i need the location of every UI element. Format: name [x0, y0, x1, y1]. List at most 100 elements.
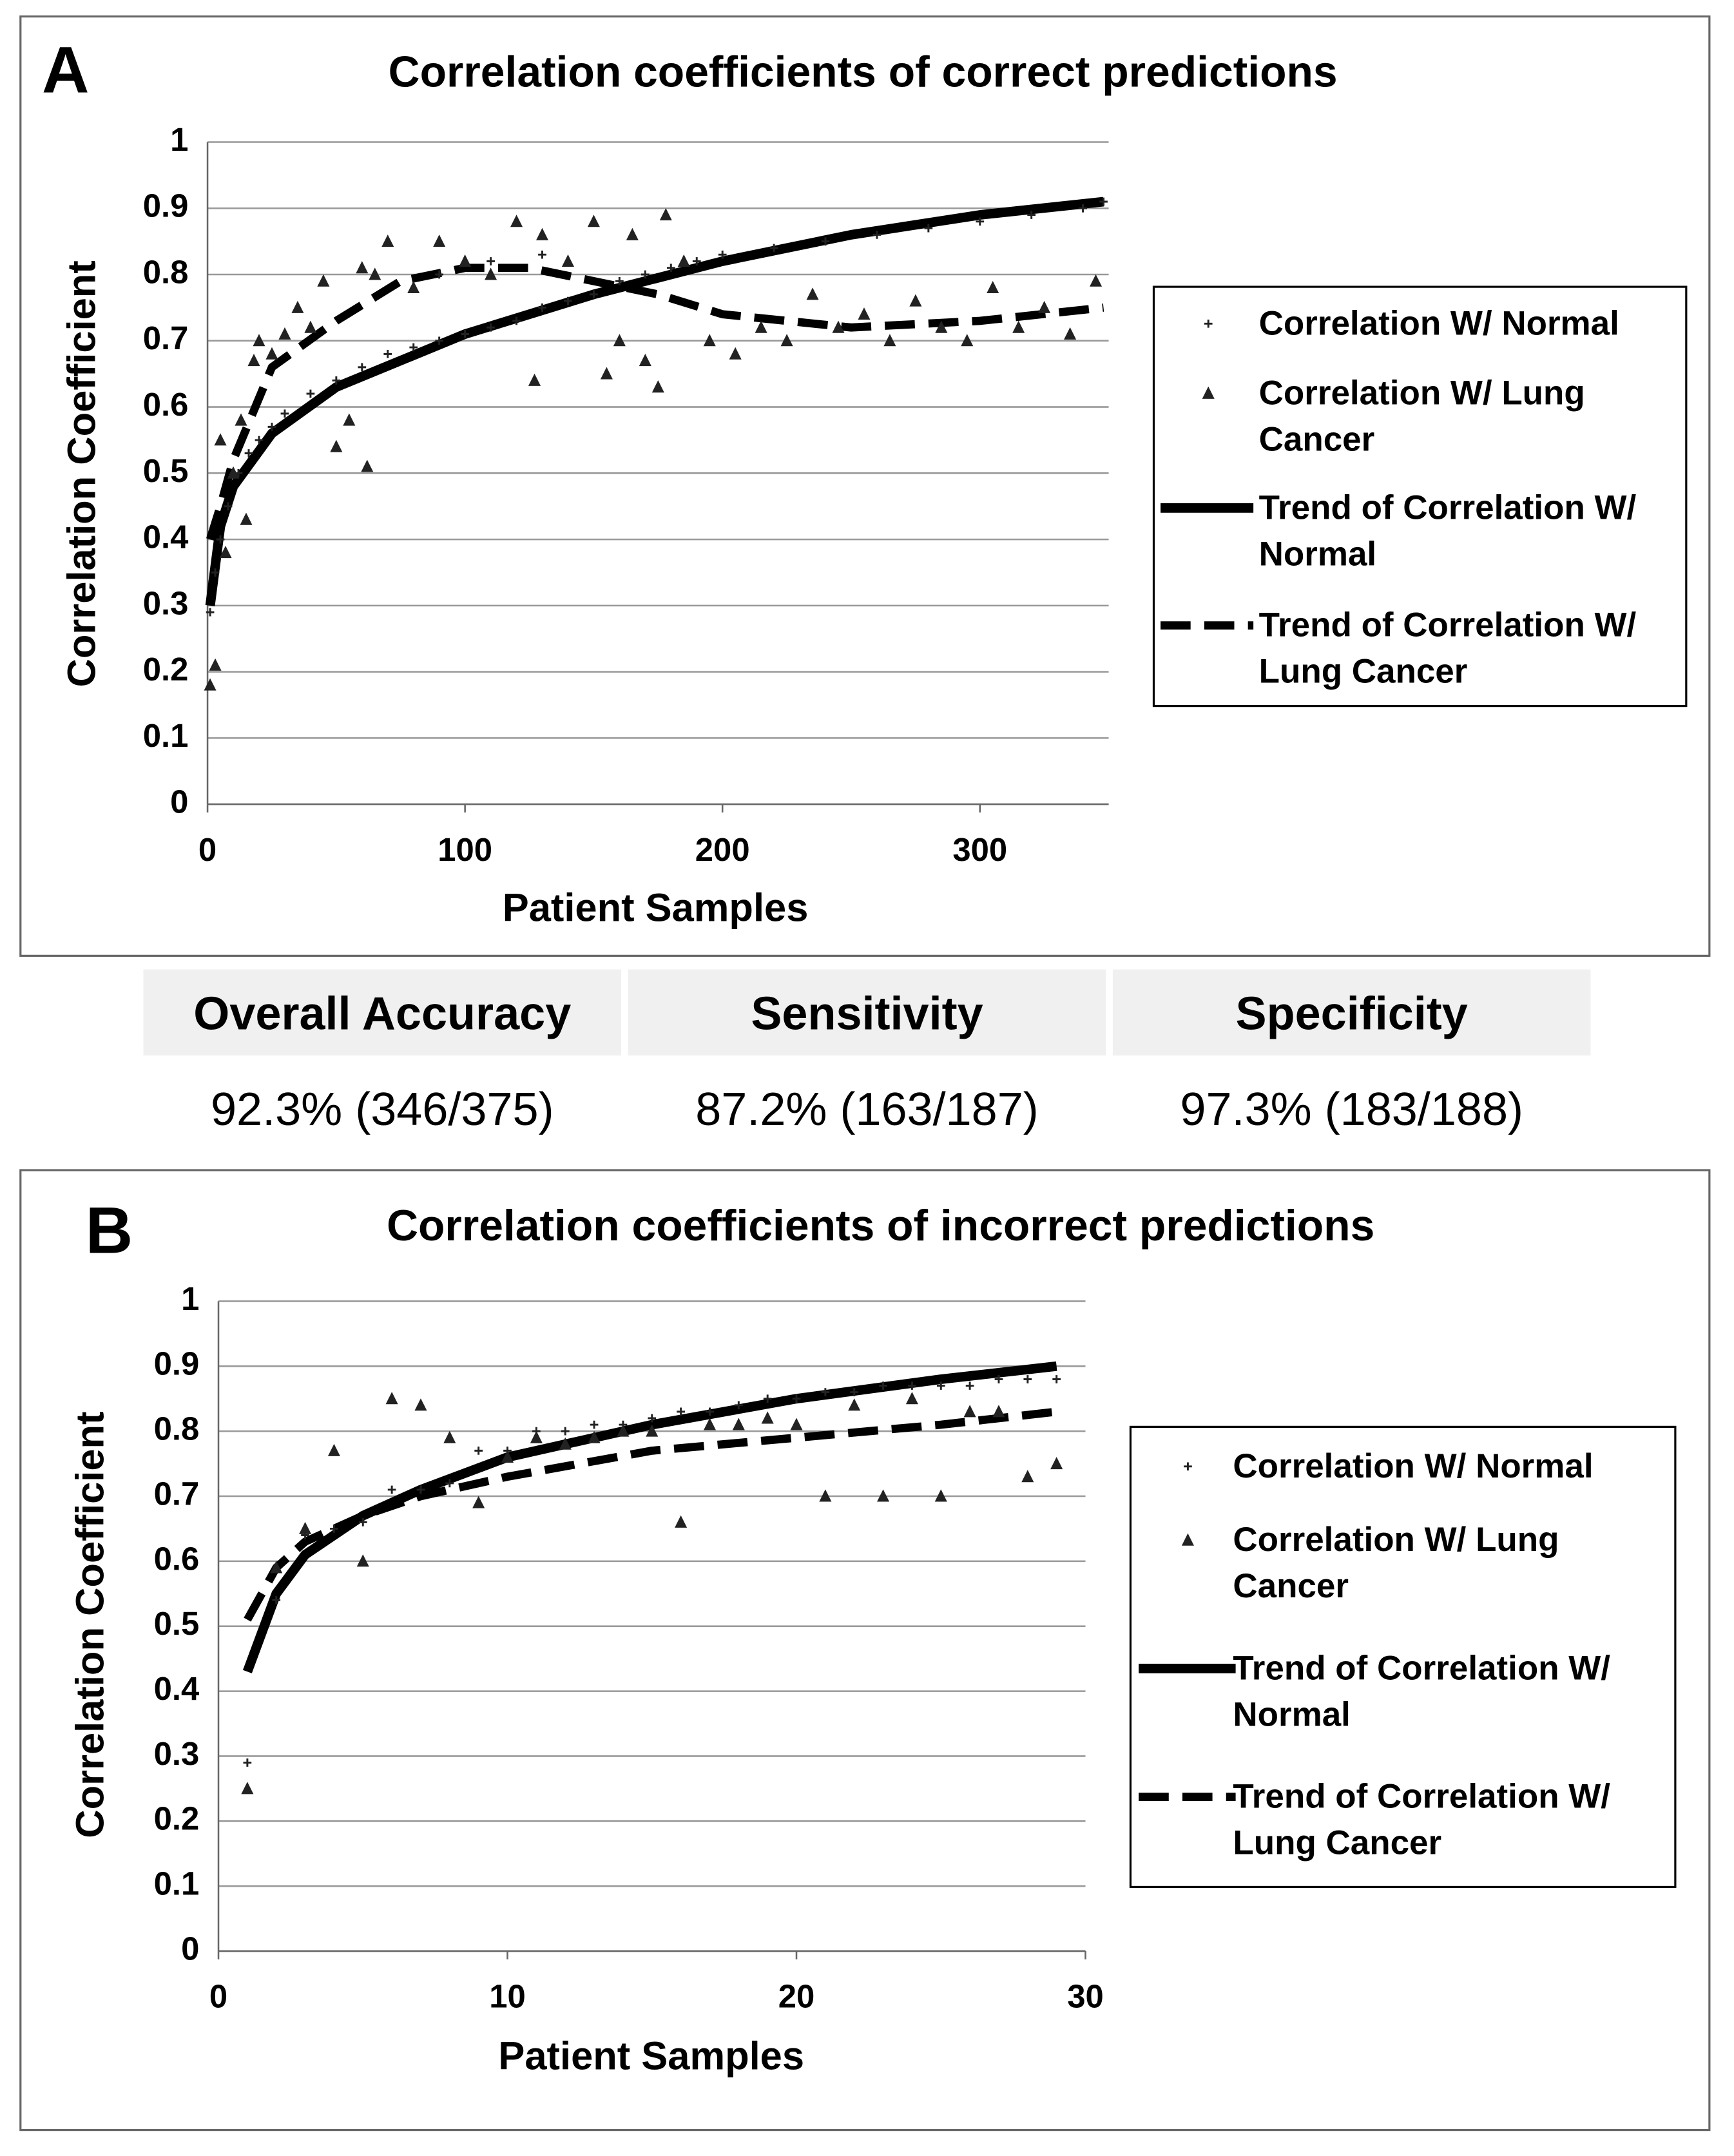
point — [240, 512, 253, 525]
point — [821, 1388, 830, 1396]
point — [703, 334, 716, 347]
point — [1021, 1470, 1034, 1483]
point — [409, 343, 418, 352]
y-tick-label: 0.8 — [143, 253, 189, 290]
legend — [1129, 1425, 1677, 1889]
y-tick-label: 0.1 — [154, 1865, 200, 1902]
point — [255, 436, 264, 445]
legend-marker — [1184, 1462, 1192, 1471]
point — [639, 354, 651, 367]
point — [356, 1554, 369, 1567]
legend-item: Trend of Correlation W/ Normal — [1259, 489, 1637, 573]
x-axis-title: Patient Samples — [498, 2034, 804, 2079]
legend-label: Trend of Correlation W/ Normal — [1233, 1649, 1611, 1735]
point — [1023, 1375, 1032, 1383]
legend-item: Correlation W/ Lung Cancer — [1233, 1521, 1559, 1606]
point — [761, 1411, 774, 1424]
point — [763, 1394, 772, 1403]
y-tick-label: 0.2 — [143, 651, 189, 688]
x-tick-label: 10 — [489, 1978, 526, 2015]
point — [407, 280, 420, 294]
point — [883, 334, 896, 347]
legend-label: Trend of Correlation W/ Lung Cancer — [1233, 1777, 1611, 1863]
point — [304, 320, 317, 333]
point — [780, 334, 793, 347]
point — [617, 1424, 630, 1437]
point — [651, 380, 664, 393]
point — [244, 449, 253, 457]
legend-label: Correlation W/ Lung Cancer — [1233, 1521, 1559, 1606]
point — [317, 274, 330, 287]
table-cell: 92.3% (346/375) — [211, 1084, 554, 1135]
point — [935, 320, 948, 333]
point — [587, 215, 600, 227]
legend-marker — [1204, 319, 1213, 328]
point — [361, 459, 374, 472]
point — [528, 373, 541, 386]
point — [615, 276, 624, 285]
point — [369, 267, 381, 280]
y-tick-label: 0 — [170, 784, 188, 820]
point — [1050, 1456, 1063, 1470]
point — [224, 502, 233, 511]
y-tick-label: 0.9 — [143, 188, 189, 224]
point — [564, 296, 572, 305]
point — [278, 327, 291, 340]
point — [385, 1392, 398, 1405]
point — [792, 1394, 801, 1403]
point — [216, 535, 225, 544]
point — [247, 354, 260, 367]
point — [1064, 327, 1077, 340]
point — [936, 1381, 945, 1390]
point — [299, 1521, 312, 1534]
point — [280, 409, 289, 418]
point — [992, 1405, 1005, 1418]
x-tick-label: 0 — [209, 1978, 227, 2015]
point — [706, 1407, 714, 1416]
x-tick-label: 0 — [198, 831, 217, 868]
table-header: Specificity — [1236, 988, 1468, 1040]
point — [976, 217, 985, 226]
point — [600, 367, 613, 380]
point — [1079, 204, 1087, 213]
point — [732, 1418, 745, 1430]
legend-item: Correlation W/ Lung Cancer — [1258, 374, 1585, 459]
table-header-cell — [143, 969, 622, 1056]
point — [501, 1450, 514, 1463]
point — [291, 300, 304, 313]
y-tick-label: 0.6 — [143, 386, 189, 423]
y-tick-label: 0.6 — [154, 1540, 200, 1577]
point — [332, 376, 341, 385]
panel-label: A — [42, 34, 89, 107]
point — [994, 1375, 1003, 1383]
table-cell: 87.2% (163/187) — [695, 1084, 1039, 1135]
y-tick-label: 0.2 — [154, 1800, 200, 1837]
point — [474, 1447, 483, 1455]
point — [1027, 211, 1036, 219]
point — [734, 1401, 743, 1410]
point — [327, 1443, 340, 1456]
y-axis-title: Correlation Coefficient — [68, 1412, 112, 1838]
point — [330, 439, 343, 452]
point — [510, 215, 523, 227]
x-tick-label: 30 — [1067, 1978, 1104, 2015]
point — [209, 658, 222, 671]
point — [387, 1485, 396, 1494]
x-tick-label: 100 — [438, 831, 492, 868]
point — [435, 270, 444, 279]
point — [445, 1479, 454, 1488]
legend-label: Correlation W/ Lung Cancer — [1258, 374, 1585, 459]
legend-marker — [1202, 386, 1215, 399]
x-tick-label: 200 — [695, 831, 750, 868]
point — [832, 320, 845, 333]
y-tick-label: 0.5 — [154, 1605, 200, 1642]
point — [241, 1782, 254, 1795]
point — [330, 1525, 338, 1533]
point — [769, 244, 778, 253]
point — [383, 349, 392, 358]
point — [987, 280, 999, 294]
legend-item: Trend of Correlation W/ Lung Cancer — [1233, 1777, 1611, 1863]
point — [538, 303, 546, 312]
point — [472, 1496, 485, 1508]
